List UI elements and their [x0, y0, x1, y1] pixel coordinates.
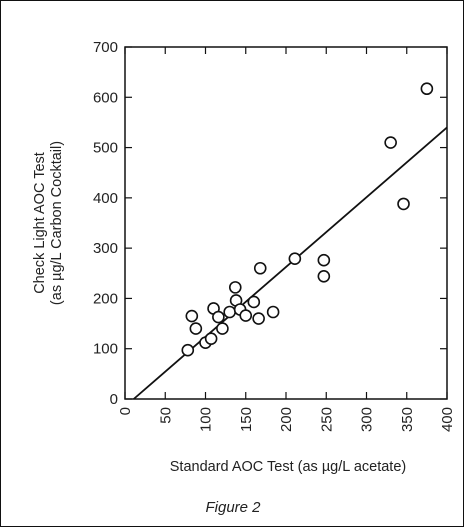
data-point — [216, 322, 229, 335]
data-point — [288, 252, 302, 266]
x-tick-label: 150 — [238, 407, 255, 432]
data-point — [204, 332, 218, 345]
data-point — [266, 305, 280, 319]
x-tick-label: 350 — [399, 407, 416, 432]
data-point — [239, 309, 253, 322]
y-tick-label: 400 — [93, 190, 118, 207]
data-point — [185, 309, 199, 323]
x-tick-label: 100 — [198, 407, 215, 432]
plot-axes — [124, 46, 448, 400]
regression-line — [133, 126, 448, 400]
data-point — [253, 261, 267, 275]
data-points — [181, 82, 434, 357]
data-point — [420, 82, 434, 96]
y-tick-label: 600 — [93, 89, 118, 106]
y-axis-label-line1: Check Light AOC Test — [32, 152, 48, 294]
x-tick-label: 200 — [278, 407, 295, 432]
x-axis-label: Standard AOC Test (as µg/L acetate) — [170, 459, 406, 475]
y-tick-label: 700 — [93, 39, 118, 56]
data-point — [247, 295, 261, 309]
plot-border — [124, 46, 448, 400]
x-tick-label: 250 — [318, 407, 335, 432]
y-axis-label-line2: (as µg/L Carbon Cocktail) — [49, 141, 65, 305]
y-tick-label: 500 — [93, 140, 118, 157]
data-point — [223, 305, 236, 319]
scatter-chart: 0 100 200 300 400 500 600 700 0 50 100 150 200 250 300… — [32, 39, 456, 475]
axis-ticks: 0 100 200 300 400 500 600 700 0 50 100 150 200 250 300… — [93, 39, 456, 432]
y-tick-label: 200 — [93, 290, 118, 307]
data-point — [317, 253, 331, 267]
x-tick-label: 0 — [117, 407, 134, 415]
data-point — [252, 312, 265, 325]
data-point — [189, 322, 203, 335]
data-point — [181, 343, 195, 357]
data-point — [212, 310, 225, 324]
data-point — [397, 197, 410, 211]
x-tick-label: 400 — [439, 407, 456, 432]
y-tick-label: 100 — [93, 341, 118, 358]
y-tick-label: 0 — [110, 391, 118, 408]
y-tick-label: 300 — [93, 240, 118, 257]
data-point — [317, 270, 331, 283]
data-point — [228, 281, 242, 294]
figure-caption: Figure 2 — [205, 499, 261, 516]
x-tick-label: 50 — [157, 407, 174, 424]
x-tick-label: 300 — [359, 407, 376, 432]
data-point — [384, 136, 397, 149]
